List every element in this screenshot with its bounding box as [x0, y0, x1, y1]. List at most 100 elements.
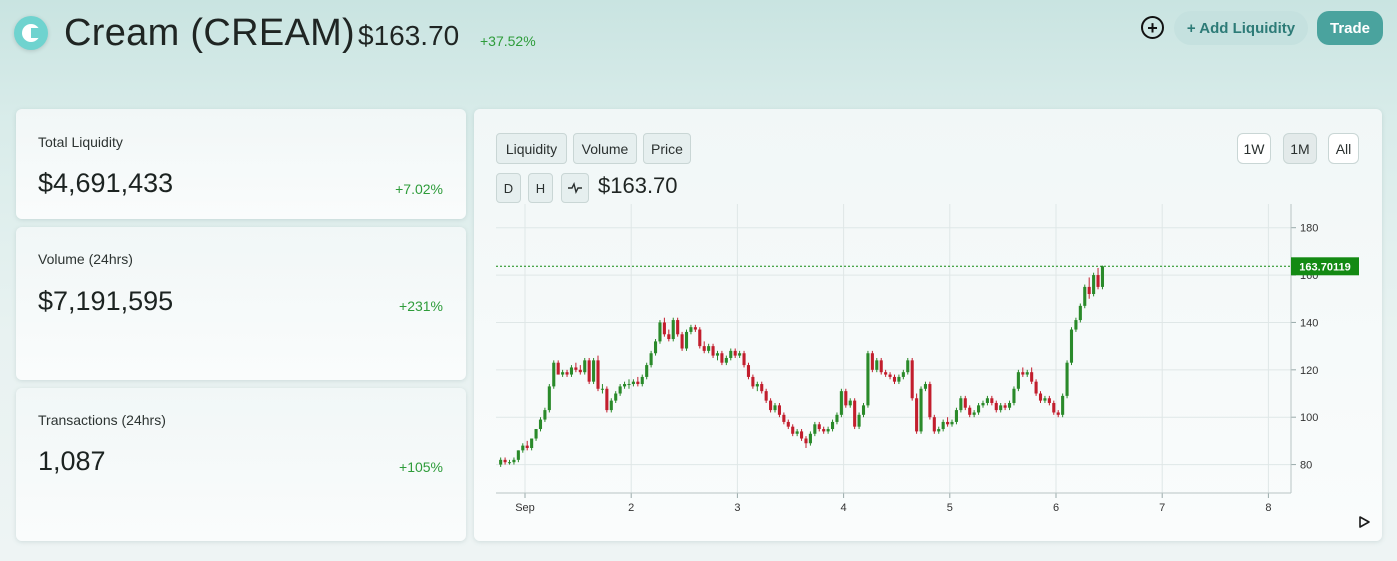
plus-circle-icon[interactable]: + — [1141, 16, 1164, 39]
tab-liquidity[interactable]: Liquidity — [496, 133, 567, 164]
price-change: +37.52% — [480, 33, 536, 49]
candle — [698, 329, 702, 347]
volume-value: $7,191,595 — [38, 286, 174, 316]
candle — [631, 381, 635, 385]
candle — [525, 445, 529, 448]
candle — [972, 412, 976, 415]
play-icon[interactable] — [1357, 515, 1371, 529]
x-tick-label: 2 — [628, 502, 634, 514]
range-all-button[interactable]: All — [1328, 133, 1359, 164]
tab-price[interactable]: Price — [643, 133, 691, 164]
transactions-label: Transactions (24hrs) — [38, 412, 166, 428]
candle — [649, 353, 653, 366]
candle — [822, 429, 826, 432]
candle — [994, 402, 998, 411]
total-liquidity-change: +7.02% — [395, 181, 443, 197]
y-tick-label: 180 — [1300, 223, 1318, 235]
candle — [1087, 286, 1091, 295]
cream-logo-icon — [14, 16, 48, 50]
candle — [764, 391, 768, 401]
candle — [866, 353, 870, 406]
candle — [556, 362, 560, 375]
candle — [1092, 275, 1096, 295]
interval-hourly-button[interactable]: H — [528, 173, 553, 203]
candle — [928, 384, 932, 418]
candle — [959, 398, 963, 411]
candle — [1078, 305, 1082, 321]
candle — [915, 398, 919, 432]
candle — [547, 386, 551, 411]
tab-volume[interactable]: Volume — [573, 133, 637, 164]
add-liquidity-button[interactable]: + Add Liquidity — [1174, 11, 1308, 45]
candle — [543, 410, 547, 420]
interval-daily-button[interactable]: D — [496, 173, 521, 203]
candle — [897, 376, 901, 382]
candle — [534, 429, 538, 439]
candle — [879, 360, 883, 373]
y-tick-label: 80 — [1300, 460, 1312, 472]
candle — [963, 398, 967, 408]
y-tick-label: 100 — [1300, 412, 1318, 424]
total-liquidity-value: $4,691,433 — [38, 168, 174, 198]
candle — [680, 334, 684, 349]
candle — [985, 398, 989, 403]
candle — [950, 421, 954, 425]
x-tick-label: 7 — [1159, 502, 1165, 514]
candle — [870, 353, 874, 370]
x-tick-label: 6 — [1053, 502, 1059, 514]
candle — [627, 384, 631, 386]
chart-price: $163.70 — [598, 173, 678, 198]
candle — [751, 376, 755, 387]
candle — [689, 327, 693, 332]
candle — [906, 360, 910, 373]
line-chart-icon[interactable] — [561, 173, 589, 203]
candle — [848, 400, 852, 406]
candle — [516, 450, 520, 460]
candle — [773, 405, 777, 411]
candle — [923, 384, 928, 389]
candle — [888, 374, 892, 377]
candle — [605, 388, 609, 411]
candle — [720, 353, 724, 363]
candle — [968, 407, 972, 415]
range-1w-button[interactable]: 1W — [1237, 133, 1271, 164]
candle — [795, 431, 799, 434]
candle — [671, 320, 675, 340]
candle — [1074, 320, 1078, 330]
candle — [839, 391, 843, 415]
candle — [813, 424, 817, 434]
total-liquidity-label: Total Liquidity — [38, 134, 123, 150]
candle — [636, 381, 640, 385]
candle — [1012, 388, 1016, 403]
candle — [640, 376, 644, 385]
candle — [676, 320, 680, 335]
candle — [954, 410, 958, 422]
volume-card: Volume (24hrs) $7,191,595 +231% — [16, 227, 466, 380]
page-header: Cream (CREAM) $163.70 +37.52% + + Add Li… — [0, 0, 1397, 70]
candle — [507, 462, 512, 464]
last-price-label: 163.70119 — [1299, 261, 1350, 273]
candle — [578, 369, 582, 373]
page-title: Cream (CREAM) — [64, 12, 356, 54]
candle — [733, 350, 737, 356]
candle — [782, 414, 786, 422]
candle — [645, 365, 649, 377]
candle — [990, 398, 994, 403]
candle — [981, 402, 985, 406]
trade-button[interactable]: Trade — [1317, 11, 1383, 45]
candle — [1043, 398, 1047, 401]
candle — [1021, 372, 1025, 375]
candle — [760, 384, 764, 392]
candle — [512, 459, 516, 463]
candle — [835, 414, 839, 422]
candle — [552, 362, 556, 387]
candle — [574, 367, 578, 370]
candle — [875, 360, 879, 370]
range-1m-button[interactable]: 1M — [1283, 133, 1317, 164]
candle — [1016, 372, 1020, 389]
candle — [1034, 381, 1038, 394]
candle — [667, 334, 671, 340]
candle — [1065, 362, 1069, 396]
candle — [1096, 275, 1100, 287]
